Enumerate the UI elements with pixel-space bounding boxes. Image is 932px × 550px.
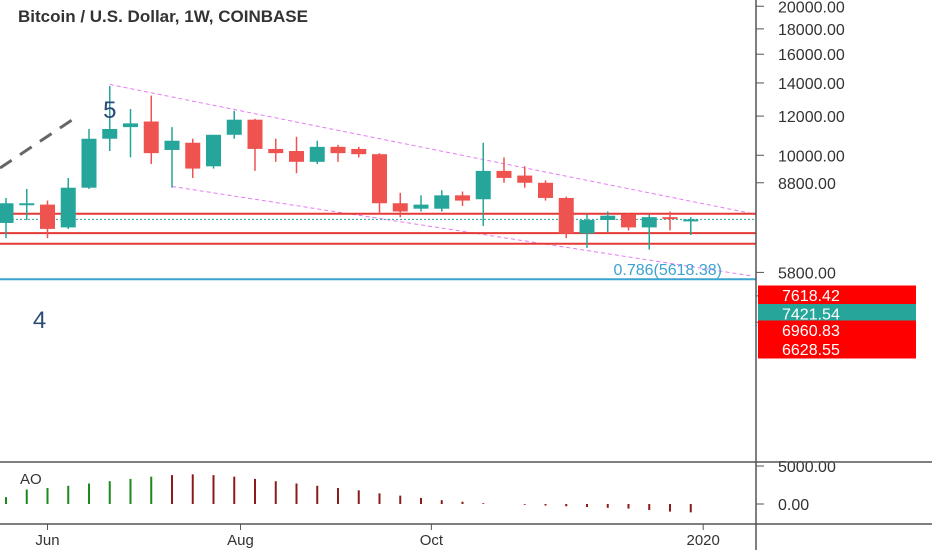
candle-body [641,217,657,228]
y-tick-label: 18000.00 [778,22,845,39]
candle-body [206,134,221,167]
price-tag [758,320,916,340]
y-tick-label: 16000.00 [778,47,845,64]
y-tick-label: 20000.00 [778,0,845,16]
candle-body [289,151,304,162]
x-tick-label: 2020 [687,532,720,549]
price-tag [758,304,916,323]
candle-body [372,154,387,204]
wave-label: 4 [33,307,46,334]
candle-body [123,123,138,128]
candle-body [517,175,533,183]
price-tag-label: 7421.54 [782,307,840,324]
candle-body [40,204,55,229]
candle-body [351,148,367,155]
x-tick-label: Jun [35,532,59,549]
candle-body [0,203,14,223]
price-tag-label: 6960.83 [782,323,840,340]
candle-body [392,203,408,212]
price-channel [109,83,754,277]
oscillator-pane: 5000.00 0.00 [5,459,836,514]
candle-body [621,214,636,228]
candle-body [247,119,263,149]
candle-body [662,217,678,220]
candle-body [413,204,429,209]
y-tick-label: 10000.00 [778,148,845,165]
candle-body [455,195,470,201]
candle-body [60,187,76,228]
candle-body [683,219,699,222]
candle-body [538,182,553,198]
candle-body [496,170,512,178]
chart-title: Bitcoin / U.S. Dollar, 1W, COINBASE [18,7,308,26]
y-tick-label: 12000.00 [778,109,845,126]
candle-body [81,138,97,188]
candle-body [102,129,118,139]
candle-body [19,203,35,206]
candle-body [475,170,491,200]
channel-upper-line [109,83,754,215]
candle-body [579,220,595,234]
candle-body [600,215,616,221]
level-lines: 0.786(5618.38) [0,212,756,281]
candle-body [143,121,159,154]
fib-label: 0.786(5618.38) [613,262,722,279]
x-tick-label: Aug [227,532,254,549]
osc-tick-label: 0.00 [778,497,809,514]
osc-tick-label: 5000.00 [778,459,836,476]
candle-body [185,142,201,169]
x-tick-label: Oct [420,532,444,549]
elliott-wave-line [0,118,73,170]
candle-body [268,148,284,154]
price-tag [758,339,916,359]
y-tick-label: 5800.00 [778,265,836,282]
candle-body [558,197,574,234]
candle-body [434,195,450,209]
wave-label: 5 [103,97,116,124]
candles [0,86,699,250]
price-tag [758,285,916,305]
wave-labels: 54 [33,97,117,334]
candle-body [309,146,325,162]
price-tag-label: 7618.42 [782,288,840,305]
oscillator-label: AO [20,471,42,488]
candle-body [164,140,180,150]
wave-dashed-line [0,118,73,170]
y-tick-label: 8800.00 [778,176,836,193]
price-tag-label: 6628.55 [782,342,840,359]
candle-body [226,119,242,135]
candle-body [330,146,346,154]
y-tick-label: 14000.00 [778,76,845,93]
